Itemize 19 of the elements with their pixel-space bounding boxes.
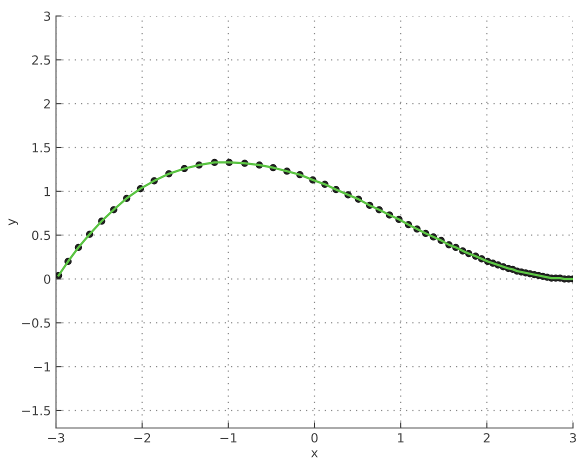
x-tick-label: 1 [398, 433, 404, 442]
x-tick-label: 3 [570, 433, 576, 443]
x-tick-label: −2 [134, 433, 150, 442]
y-tick-label: −1 [34, 362, 50, 372]
x-tick-label: 2 [484, 433, 490, 442]
y-tick-label: 1 [44, 186, 50, 196]
y-tick-label: 0.5 [32, 230, 50, 240]
y-tick-label: −1.5 [22, 406, 50, 416]
x-tick-label: −3 [48, 433, 64, 443]
y-tick-label: 3 [44, 11, 50, 21]
x-tick-label: −1 [220, 433, 236, 442]
y-tick-label: 2 [44, 99, 50, 108]
y-tick-label: 2.5 [32, 55, 50, 65]
x-axis-title: x [311, 450, 318, 458]
y-tick-label: −0.5 [22, 318, 50, 328]
y-tick-label: 1.5 [32, 143, 50, 152]
y-axis-title: y [8, 218, 18, 226]
x-tick-label: 0 [311, 433, 318, 443]
y-tick-label: 0 [44, 274, 50, 284]
